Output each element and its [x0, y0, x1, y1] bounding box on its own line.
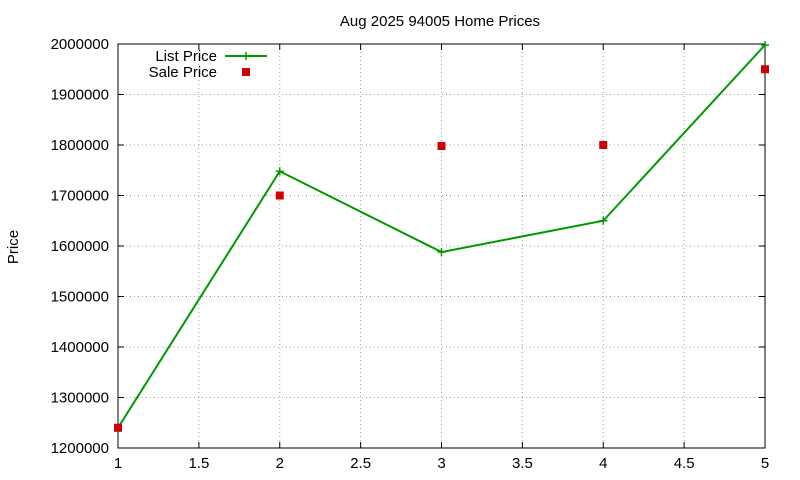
y-tick-label: 1400000 — [51, 339, 109, 356]
y-tick-label: 1800000 — [51, 137, 109, 154]
legend-label: Sale Price — [149, 64, 217, 81]
y-tick-label: 1900000 — [51, 87, 109, 104]
sale-price-point — [599, 141, 608, 149]
y-axis-label: Price — [5, 230, 22, 264]
plot-border — [117, 43, 766, 449]
x-tick-label: 2 — [276, 455, 284, 472]
chart-title: Aug 2025 94005 Home Prices — [340, 13, 540, 30]
x-tick-label: 3.5 — [512, 455, 533, 472]
series-sale-price — [114, 65, 769, 432]
list-price-point — [599, 216, 608, 225]
sale-price-point — [761, 65, 769, 74]
axis-ticks: 1 1.5 2 2.5 3 3.5 4 4.5 5 1200000 1300000 1400000 15… — [51, 36, 770, 472]
y-tick-label: 1700000 — [51, 188, 109, 205]
legend-label: List Price — [155, 48, 217, 65]
legend-marker — [242, 52, 250, 60]
sale-price-point — [275, 191, 284, 200]
x-tick-label: 5 — [761, 455, 769, 472]
y-tick-label: 2000000 — [51, 36, 109, 53]
x-tick-label: 1.5 — [188, 455, 209, 472]
x-tick-label: 2.5 — [350, 455, 371, 472]
x-tick-label: 4.5 — [674, 455, 695, 472]
sale-price-point — [114, 423, 122, 432]
x-tick-label: 3 — [437, 455, 445, 472]
legend-marker — [242, 68, 250, 76]
y-tick-label: 1200000 — [51, 440, 109, 457]
y-tick-label: 1500000 — [51, 289, 109, 306]
list-price-point — [761, 41, 769, 50]
x-tick-label: 4 — [599, 455, 607, 472]
x-tick-label: 1 — [114, 455, 122, 472]
y-tick-label: 1300000 — [51, 390, 109, 407]
sale-price-point — [437, 142, 446, 151]
grid-lines — [118, 44, 765, 448]
y-tick-label: 1600000 — [51, 238, 109, 255]
list-price-point — [275, 167, 284, 176]
series-layer — [114, 41, 769, 432]
list-price-point — [437, 248, 446, 257]
